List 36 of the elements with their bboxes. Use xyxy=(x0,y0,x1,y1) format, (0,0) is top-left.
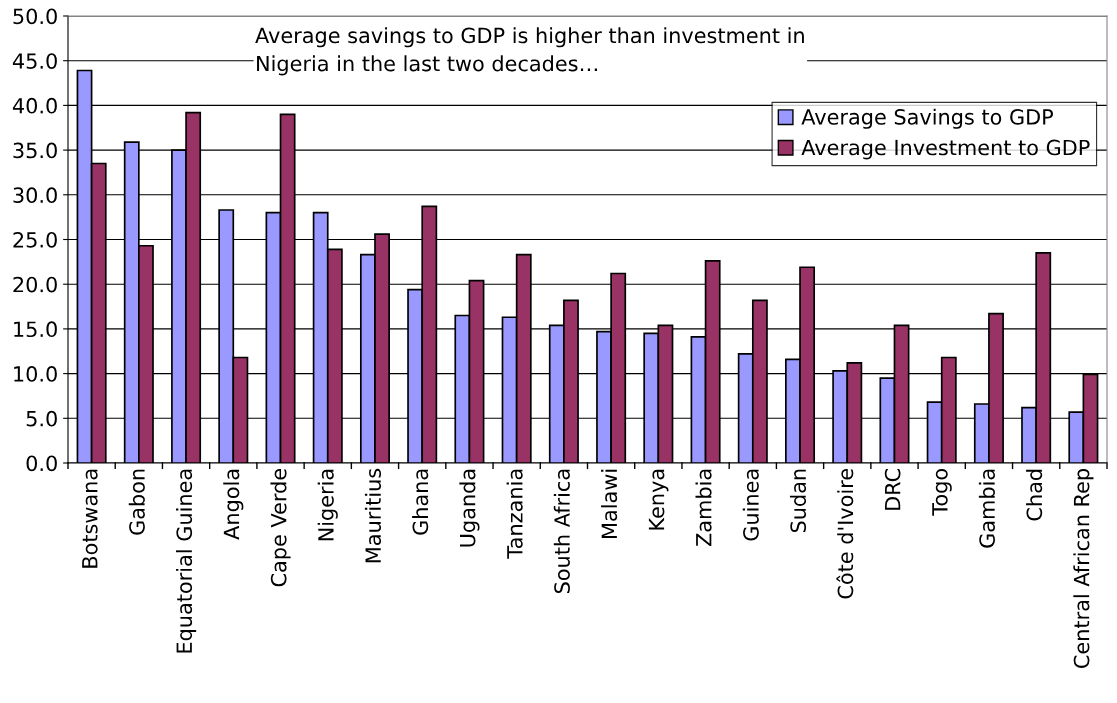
x-tick-label: Ghana xyxy=(412,469,429,535)
x-tick-label: Equatorial Guinea xyxy=(175,469,197,653)
x-tick-label: Guinea xyxy=(742,469,759,541)
y-tick-label: 0.0 xyxy=(26,455,57,472)
y-tick-label: 10.0 xyxy=(14,366,57,382)
x-tick-label: Gabon xyxy=(128,469,145,535)
x-tick-label: Nigeria xyxy=(317,469,338,541)
y-tick-label: 20.0 xyxy=(13,276,57,293)
y-tick-label: 45.0 xyxy=(12,53,57,69)
legend-label: Average Investment to GDP xyxy=(801,139,1090,160)
y-tick-label: 50.0 xyxy=(13,8,57,25)
x-tick-label: Togo xyxy=(932,469,952,516)
x-tick-label: Tanzania xyxy=(506,469,523,559)
legend-label: Average Savings to GDP xyxy=(801,108,1054,129)
y-tick-label: 35.0 xyxy=(13,142,57,159)
y-tick-label: 5.0 xyxy=(26,410,57,427)
x-tick-label: DRC xyxy=(884,468,901,510)
x-tick-label: Kenya xyxy=(648,469,669,530)
y-tick-label: 25.0 xyxy=(13,231,57,248)
x-tick-label: Gambia xyxy=(978,469,995,548)
y-tick-label: 40.0 xyxy=(12,97,57,114)
y-tick-label: 30.0 xyxy=(13,187,57,204)
x-tick-label: Chad xyxy=(1026,469,1043,521)
x-tick-label: Cape Verde xyxy=(270,468,291,587)
x-tick-label: Angola xyxy=(223,469,244,540)
y-tick-label: 15.0 xyxy=(14,321,57,338)
x-tick-label: Zambia xyxy=(695,469,712,547)
x-tick-label: Botswana xyxy=(82,469,98,568)
x-tick-label: Côte d'Ivoire xyxy=(836,468,854,599)
x-tick-label: Uganda xyxy=(459,469,480,547)
annotation: Average savings to GDP is higher than investment in Nigeria in the last two decades… xyxy=(255,27,804,76)
x-tick-label: South Africa xyxy=(553,469,570,594)
x-tick-label: Central African Rep xyxy=(1073,469,1094,668)
x-tick-label: Sudan xyxy=(789,469,807,533)
x-tick-label: Mauritius xyxy=(364,468,382,563)
x-tick-label: Malawi xyxy=(601,469,618,538)
